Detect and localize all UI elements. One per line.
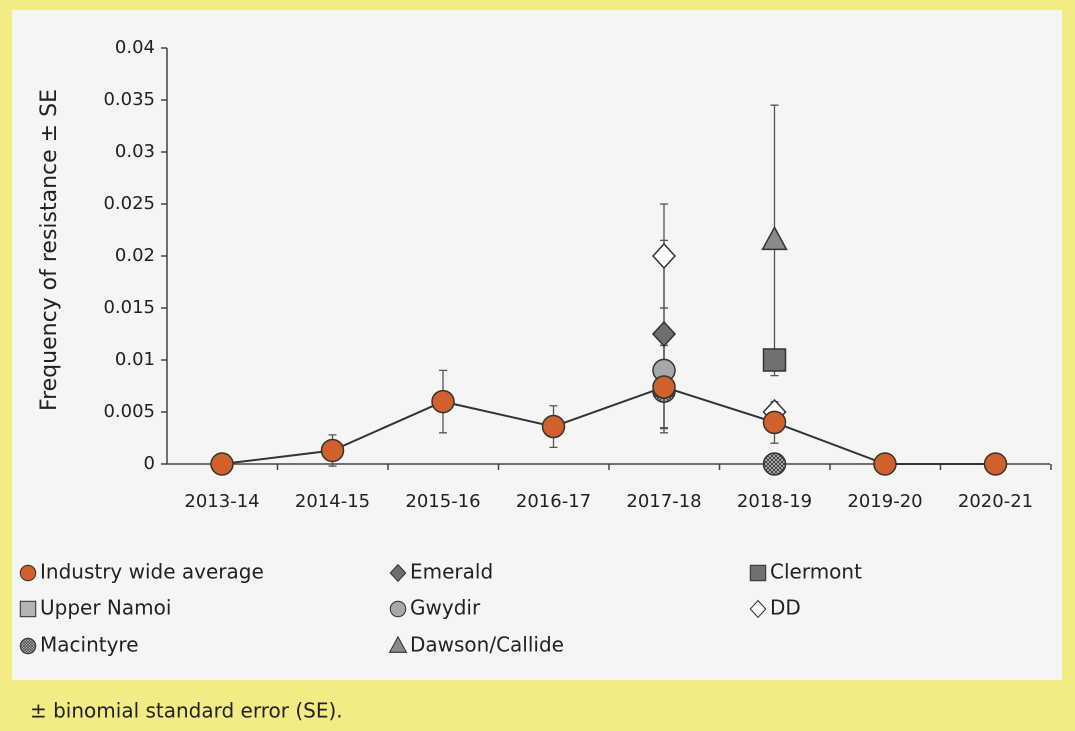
- marker: [761, 225, 788, 251]
- y-tick-label: 0: [144, 453, 155, 474]
- x-tick-label: 2015-16: [405, 491, 480, 512]
- x-tick-label: 2016-17: [516, 491, 591, 512]
- x-tick-label: 2013-14: [184, 491, 259, 512]
- panel: [12, 10, 1062, 680]
- legend-label: Emerald: [410, 560, 493, 584]
- legend-label: Macintyre: [40, 633, 139, 657]
- legend-marker: [389, 600, 407, 618]
- marker: [320, 438, 345, 463]
- legend-label: DD: [770, 596, 801, 620]
- marker: [210, 452, 234, 476]
- y-tick-label: 0.02: [115, 245, 155, 266]
- marker: [652, 375, 676, 399]
- footnote: ± binomial standard error (SE).: [30, 699, 343, 723]
- legend-label: Upper Namoi: [40, 596, 171, 620]
- y-tick-label: 0.01: [115, 349, 155, 370]
- marker: [762, 348, 787, 372]
- x-tick-label: 2020-21: [958, 491, 1033, 512]
- x-tick-label: 2019-20: [847, 491, 922, 512]
- legend-marker: [19, 637, 37, 655]
- legend-marker: [19, 564, 37, 582]
- y-tick-label: 0.025: [103, 193, 155, 214]
- y-tick-label: 0.035: [103, 89, 155, 110]
- marker: [541, 414, 566, 439]
- x-tick-label: 2018-19: [737, 491, 812, 512]
- legend-marker: [19, 600, 37, 618]
- marker: [762, 452, 787, 476]
- legend-label: Industry wide average: [40, 560, 264, 584]
- marker: [873, 452, 897, 476]
- legend-marker: [749, 599, 767, 619]
- legend-marker: [389, 563, 407, 583]
- y-tick-label: 0.03: [115, 141, 155, 162]
- series-line: [221, 385, 996, 465]
- legend-marker: [749, 564, 767, 582]
- marker: [983, 452, 1008, 476]
- marker: [762, 410, 787, 435]
- y-tick-label: 0.04: [115, 37, 155, 58]
- x-tick-label: 2017-18: [626, 491, 701, 512]
- legend-marker: [388, 635, 408, 653]
- legend-label: Gwydir: [410, 596, 481, 620]
- marker: [651, 242, 677, 270]
- x-tick-label: 2014-15: [295, 491, 370, 512]
- marker: [431, 389, 455, 414]
- y-tick-label: 0.005: [103, 401, 155, 422]
- legend-label: Clermont: [770, 560, 862, 584]
- y-tick-label: 0.015: [103, 297, 155, 318]
- marker: [651, 320, 677, 348]
- y-axis-label: Frequency of resistance ± SE: [37, 89, 62, 411]
- legend-label: Dawson/Callide: [410, 633, 564, 657]
